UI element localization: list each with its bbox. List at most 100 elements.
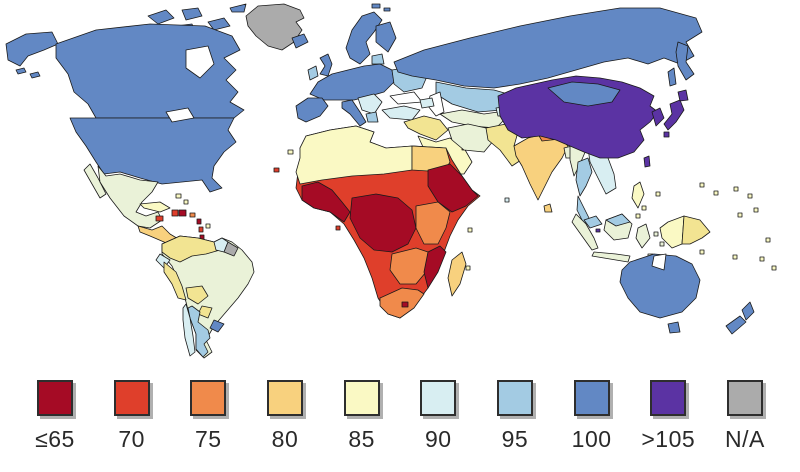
region-sao-tome (335, 225, 341, 231)
region-usa (69, 117, 237, 193)
legend-item-80: 80 (256, 372, 314, 468)
region-scandinavia (345, 11, 383, 65)
region-italy (341, 99, 367, 127)
region-iran (447, 123, 495, 153)
black-sea (389, 91, 423, 105)
region-indian-ocean-islands (465, 227, 473, 271)
region-seychelles (504, 197, 510, 203)
region-russia (393, 7, 703, 89)
legend-swatch-gt105 (650, 380, 687, 416)
region-singapore (595, 228, 601, 233)
gulf-of-carpentaria (651, 253, 667, 271)
region-dominican-republic (178, 209, 187, 217)
region-west-africa (301, 181, 351, 223)
region-canada (55, 23, 245, 119)
legend-swatch-70 (113, 380, 150, 416)
region-iberia (295, 97, 329, 123)
region-peru (163, 261, 187, 301)
region-korea (651, 107, 665, 127)
region-caucasus (419, 97, 435, 109)
great-lakes (165, 107, 195, 123)
region-arctic-islands (147, 3, 247, 35)
legend-label-le65: ≤65 (35, 426, 75, 452)
legend-swatch-80 (266, 380, 303, 416)
region-china (497, 75, 659, 159)
region-malaysia (583, 215, 603, 229)
region-philippines (631, 181, 647, 219)
legend-item-85: 85 (333, 372, 391, 468)
legend-item-95: 95 (486, 372, 544, 468)
region-bolivia (185, 285, 209, 305)
legend-label-70: 70 (118, 426, 145, 452)
legend-label-80: 80 (271, 426, 299, 452)
region-jamaica (155, 215, 164, 222)
region-india (513, 133, 569, 201)
region-mexico (97, 165, 163, 229)
region-australia (619, 253, 701, 319)
region-barbados (205, 223, 211, 229)
region-baja-california (83, 163, 107, 199)
legend-swatch-95 (496, 380, 533, 416)
legend-item-na: N/A (716, 372, 774, 468)
region-java (591, 251, 631, 263)
legend: ≤65 70 75 80 85 90 95 100 >105 N/A (0, 372, 800, 468)
region-horn-of-africa (427, 163, 479, 213)
region-alaska (5, 31, 59, 79)
legend-swatch-100 (573, 380, 610, 416)
region-greece (365, 111, 379, 123)
region-lesotho (401, 301, 409, 308)
legend-label-90: 90 (424, 426, 452, 452)
region-suriname-french-guiana (223, 241, 239, 257)
world-map (5, 3, 777, 359)
region-east-africa (415, 201, 451, 245)
region-cuba (139, 201, 171, 213)
region-papua-new-guinea (681, 215, 711, 245)
region-turkey (381, 105, 421, 121)
region-levant-iraq (403, 115, 449, 141)
legend-item-90: 90 (409, 372, 467, 468)
region-sakhalin (667, 67, 677, 87)
region-greenland (245, 3, 305, 51)
region-chile (182, 303, 196, 357)
legend-item-le65: ≤65 (26, 372, 84, 468)
map-area (5, 3, 777, 359)
legend-label-gt105: >105 (641, 426, 696, 452)
region-sri-lanka (543, 203, 553, 213)
legend-label-100: 100 (571, 426, 612, 452)
region-finland (375, 21, 397, 53)
region-colombia-venezuela (161, 235, 221, 263)
legend-label-na: N/A (724, 426, 765, 452)
region-balkans (357, 93, 383, 115)
region-canary-islands (287, 149, 294, 155)
legend-swatch-na (726, 380, 763, 416)
legend-label-75: 75 (195, 426, 222, 452)
legend-item-100: 100 (563, 372, 621, 468)
legend-swatch-75 (190, 380, 227, 416)
region-central-africa (349, 193, 417, 253)
legend-swatch-85 (343, 380, 380, 416)
legend-swatch-90 (420, 380, 457, 416)
region-kamchatka (675, 41, 695, 81)
legend-label-85: 85 (348, 426, 375, 452)
region-haiti (171, 209, 179, 217)
region-new-zealand (725, 301, 755, 335)
region-ireland (307, 65, 319, 81)
region-taiwan (643, 155, 651, 168)
region-madagascar (447, 251, 467, 297)
region-cape-verde (273, 167, 280, 173)
region-borneo-north (605, 213, 631, 227)
region-iceland (291, 33, 309, 49)
region-uruguay (209, 319, 225, 333)
region-mozambique (423, 245, 447, 289)
region-baltics (371, 53, 385, 65)
region-southern-africa (389, 247, 429, 285)
region-puerto-rico (189, 212, 196, 218)
legend-item-70: 70 (103, 372, 161, 468)
legend-swatch-le65 (37, 380, 73, 416)
region-uk (319, 53, 333, 77)
region-svalbard (371, 3, 391, 12)
legend-label-95: 95 (501, 426, 529, 452)
region-thailand (575, 157, 593, 225)
region-bahamas (175, 193, 189, 205)
